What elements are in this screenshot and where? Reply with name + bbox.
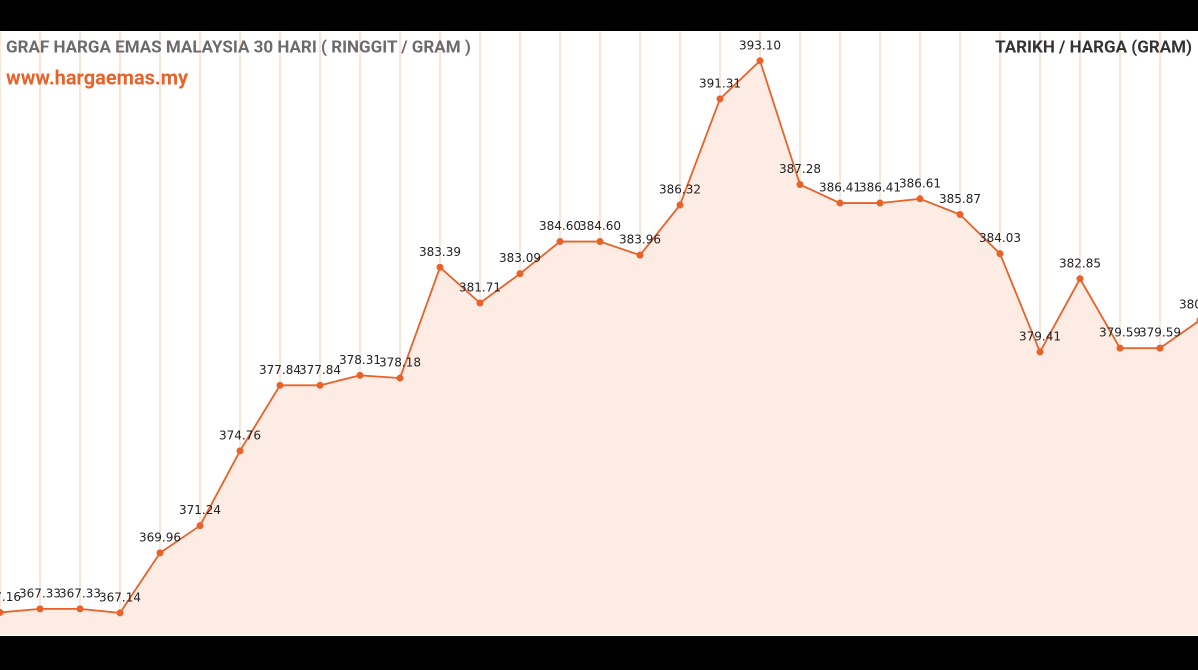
data-label: 391.31 — [699, 76, 741, 90]
point — [796, 181, 804, 189]
point — [276, 381, 284, 389]
data-label: 385.87 — [939, 192, 981, 206]
point — [396, 374, 404, 382]
point — [76, 605, 84, 613]
point — [836, 199, 844, 207]
point — [756, 57, 764, 65]
data-label: 386.61 — [899, 176, 941, 190]
data-label: 383.39 — [419, 245, 461, 259]
point — [876, 199, 884, 207]
point — [636, 251, 644, 259]
legend-title: TARIKH / HARGA (GRAM) — [995, 37, 1192, 57]
point — [236, 447, 244, 455]
point — [36, 605, 44, 613]
chart-title: GRAF HARGA EMAS MALAYSIA 30 HARI ( RINGG… — [6, 37, 471, 57]
data-label: 382.85 — [1059, 256, 1101, 270]
point — [596, 238, 604, 246]
chart-subtitle: www.hargaemas.my — [6, 65, 189, 89]
point — [916, 195, 924, 203]
point — [0, 608, 4, 616]
point — [556, 238, 564, 246]
point — [476, 299, 484, 307]
point — [956, 211, 964, 219]
data-label: 384.60 — [579, 219, 621, 233]
area — [0, 60, 1198, 635]
data-label: 377.84 — [259, 363, 301, 377]
data-label: 371.24 — [179, 503, 221, 517]
point — [156, 549, 164, 557]
data-label: 386.41 — [859, 181, 901, 195]
point — [436, 263, 444, 271]
point — [516, 270, 524, 278]
data-label: 367.14 — [99, 590, 141, 604]
point — [996, 250, 1004, 258]
data-label: 384.03 — [979, 231, 1021, 245]
point — [116, 609, 124, 617]
data-label: 379.59 — [1139, 326, 1181, 340]
marks: 367.16367.33367.33367.14369.96371.24374.… — [0, 38, 1198, 635]
data-label: 393.10 — [739, 38, 781, 52]
data-label: 378.18 — [379, 356, 421, 370]
data-label: 387.28 — [779, 162, 821, 176]
data-label: 384.60 — [539, 219, 581, 233]
data-label: 379.41 — [1019, 329, 1061, 343]
data-label: 377.84 — [299, 363, 341, 377]
data-label: 374.76 — [219, 428, 261, 442]
point — [356, 371, 364, 379]
data-label: 379.59 — [1099, 326, 1141, 340]
point — [316, 381, 324, 389]
point — [716, 95, 724, 103]
data-label: 383.09 — [499, 251, 541, 265]
point — [1076, 275, 1084, 283]
data-label: 367.16 — [0, 590, 21, 604]
data-label: 367.33 — [19, 586, 61, 600]
data-label: 380.90 — [1179, 298, 1198, 312]
data-label: 386.32 — [659, 182, 701, 196]
data-label: 381.71 — [459, 281, 501, 295]
data-label: 369.96 — [139, 530, 181, 544]
point — [1116, 344, 1124, 352]
data-label: 383.96 — [619, 233, 661, 247]
data-label: 386.41 — [819, 181, 861, 195]
point — [1036, 348, 1044, 356]
data-label: 367.33 — [59, 586, 101, 600]
point — [196, 522, 204, 530]
point — [1156, 344, 1164, 352]
point — [676, 201, 684, 209]
data-label: 378.31 — [339, 353, 381, 367]
